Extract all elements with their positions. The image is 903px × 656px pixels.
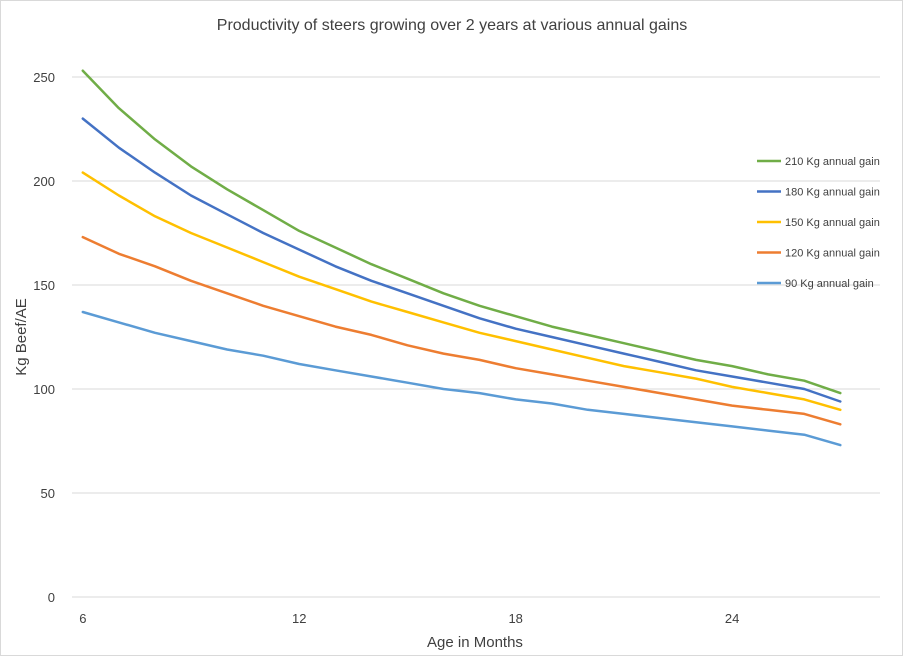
x-tick-label: 12 (292, 611, 306, 626)
series-line-3 (81, 235, 842, 426)
legend-label-1: 180 Kg annual gain (785, 187, 880, 199)
x-tick-label: 18 (508, 611, 522, 626)
y-tick-label: 50 (41, 486, 55, 501)
series-line-1 (81, 117, 842, 403)
legend-label-2: 150 Kg annual gain (785, 217, 880, 229)
chart-title: Productivity of steers growing over 2 ye… (217, 17, 687, 34)
x-axis-title: Age in Months (427, 634, 523, 651)
y-tick-label: 200 (33, 174, 55, 189)
y-tick-label: 150 (33, 278, 55, 293)
series-line-2 (81, 171, 842, 412)
y-tick-label: 0 (48, 590, 55, 605)
y-tick-label: 250 (33, 70, 55, 85)
legend-label-4: 90 Kg annual gain (785, 278, 874, 290)
legend-label-0: 210 Kg annual gain (785, 156, 880, 168)
series-line-4 (81, 310, 842, 447)
x-axis-ticks: 6 12 18 24 (79, 611, 739, 626)
legend: 210 Kg annual gain 180 Kg annual gain 150 … (757, 156, 880, 290)
y-axis-ticks: 0 50 100 150 200 250 (33, 70, 55, 605)
y-axis-title: Kg Beef/AE (13, 298, 30, 376)
legend-label-3: 120 Kg annual gain (785, 248, 880, 260)
x-tick-label: 6 (79, 611, 86, 626)
y-tick-label: 100 (33, 382, 55, 397)
x-tick-label: 24 (725, 611, 739, 626)
series-lines (81, 69, 842, 447)
series-line-0 (81, 69, 842, 395)
